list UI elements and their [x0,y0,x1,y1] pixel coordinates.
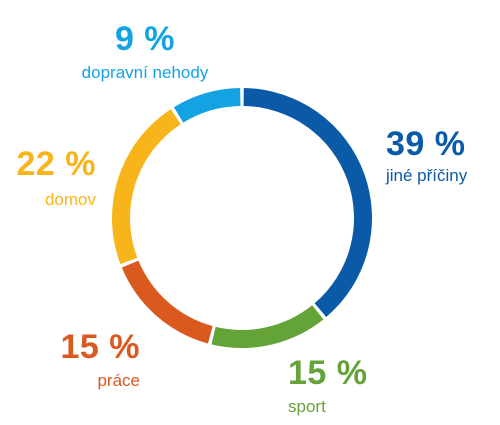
slice-sport [211,305,324,348]
category-label-jine-priciny: jiné příčiny [386,166,468,185]
slice-jine-priciny [243,88,372,317]
category-label-dopravni-nehody: dopravní nehody [81,63,209,82]
slice-domov [111,109,181,265]
label-group-dopravni-nehody: 9 % dopravní nehody [45,22,245,81]
category-label-prace: práce [97,371,140,390]
label-group-prace: 15 % práce [61,330,141,389]
category-label-domov: domov [44,190,96,209]
value-label-jine-priciny: 39 % [386,125,466,163]
label-group-jine-priciny: 39 % jiné příčiny [386,127,467,184]
value-label-prace: 15 % [60,328,140,366]
label-group-domov: 22 % domov [17,147,97,208]
category-label-sport: sport [288,397,326,416]
label-group-sport: 15 % sport [288,356,368,415]
slice-prace [121,260,213,344]
value-label-dopravni-nehody: 9 % [114,20,176,58]
value-label-domov: 22 % [16,145,96,183]
value-label-sport: 15 % [288,354,368,392]
slice-dopravni-nehody [173,88,241,123]
